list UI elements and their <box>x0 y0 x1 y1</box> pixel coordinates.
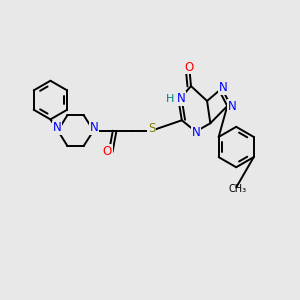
Text: N: N <box>218 81 227 94</box>
Text: N: N <box>52 121 61 134</box>
Text: N: N <box>191 126 200 139</box>
Text: O: O <box>184 61 194 74</box>
Text: N: N <box>228 100 236 112</box>
Text: O: O <box>103 145 112 158</box>
Text: CH₃: CH₃ <box>229 184 247 194</box>
Text: S: S <box>148 122 155 135</box>
Text: N: N <box>177 92 186 105</box>
Text: H: H <box>166 94 174 103</box>
Text: N: N <box>90 121 99 134</box>
